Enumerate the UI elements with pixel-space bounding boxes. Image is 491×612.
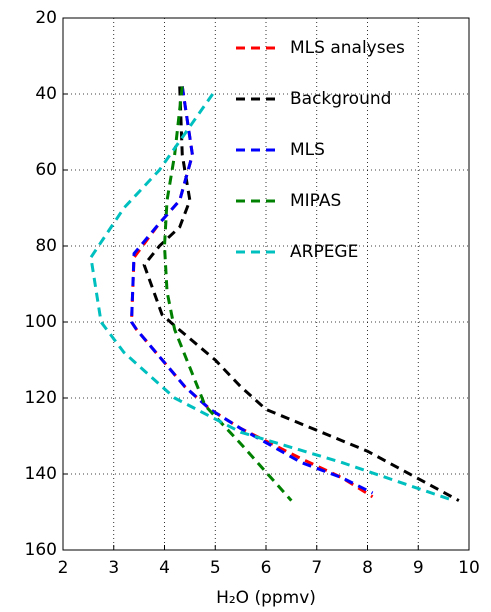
data-line xyxy=(89,93,455,503)
y-tick-label: 20 xyxy=(35,8,57,28)
x-tick-label: 6 xyxy=(261,558,272,578)
plot-frame xyxy=(62,17,470,551)
y-tick-label: 160 xyxy=(25,540,57,560)
data-line xyxy=(129,86,374,499)
x-tick-label: 5 xyxy=(210,558,221,578)
y-tick-label: 80 xyxy=(35,236,57,256)
legend-label: MIPAS xyxy=(290,191,341,211)
legend-label: MLS analyses xyxy=(290,38,405,58)
legend-label: MLS xyxy=(290,140,325,160)
x-tick-label: 2 xyxy=(58,558,69,578)
y-tick-label: 40 xyxy=(35,84,57,104)
x-axis-label: H₂O (ppmv) xyxy=(216,588,316,608)
data-line xyxy=(142,86,460,502)
x-tick-label: 10 xyxy=(458,558,480,578)
x-tick-label: 9 xyxy=(413,558,424,578)
x-tick-label: 4 xyxy=(159,558,170,578)
y-tick-label: 120 xyxy=(25,388,57,408)
data-line xyxy=(162,86,293,502)
x-tick-label: 8 xyxy=(362,558,373,578)
x-tick-label: 3 xyxy=(108,558,119,578)
legend-label: Background xyxy=(290,89,391,109)
y-tick-label: 140 xyxy=(25,464,57,484)
legend-label: ARPEGE xyxy=(290,242,358,262)
y-tick-label: 60 xyxy=(35,160,57,180)
data-line xyxy=(129,86,374,495)
y-tick-label: 100 xyxy=(25,312,57,332)
x-tick-label: 7 xyxy=(311,558,322,578)
